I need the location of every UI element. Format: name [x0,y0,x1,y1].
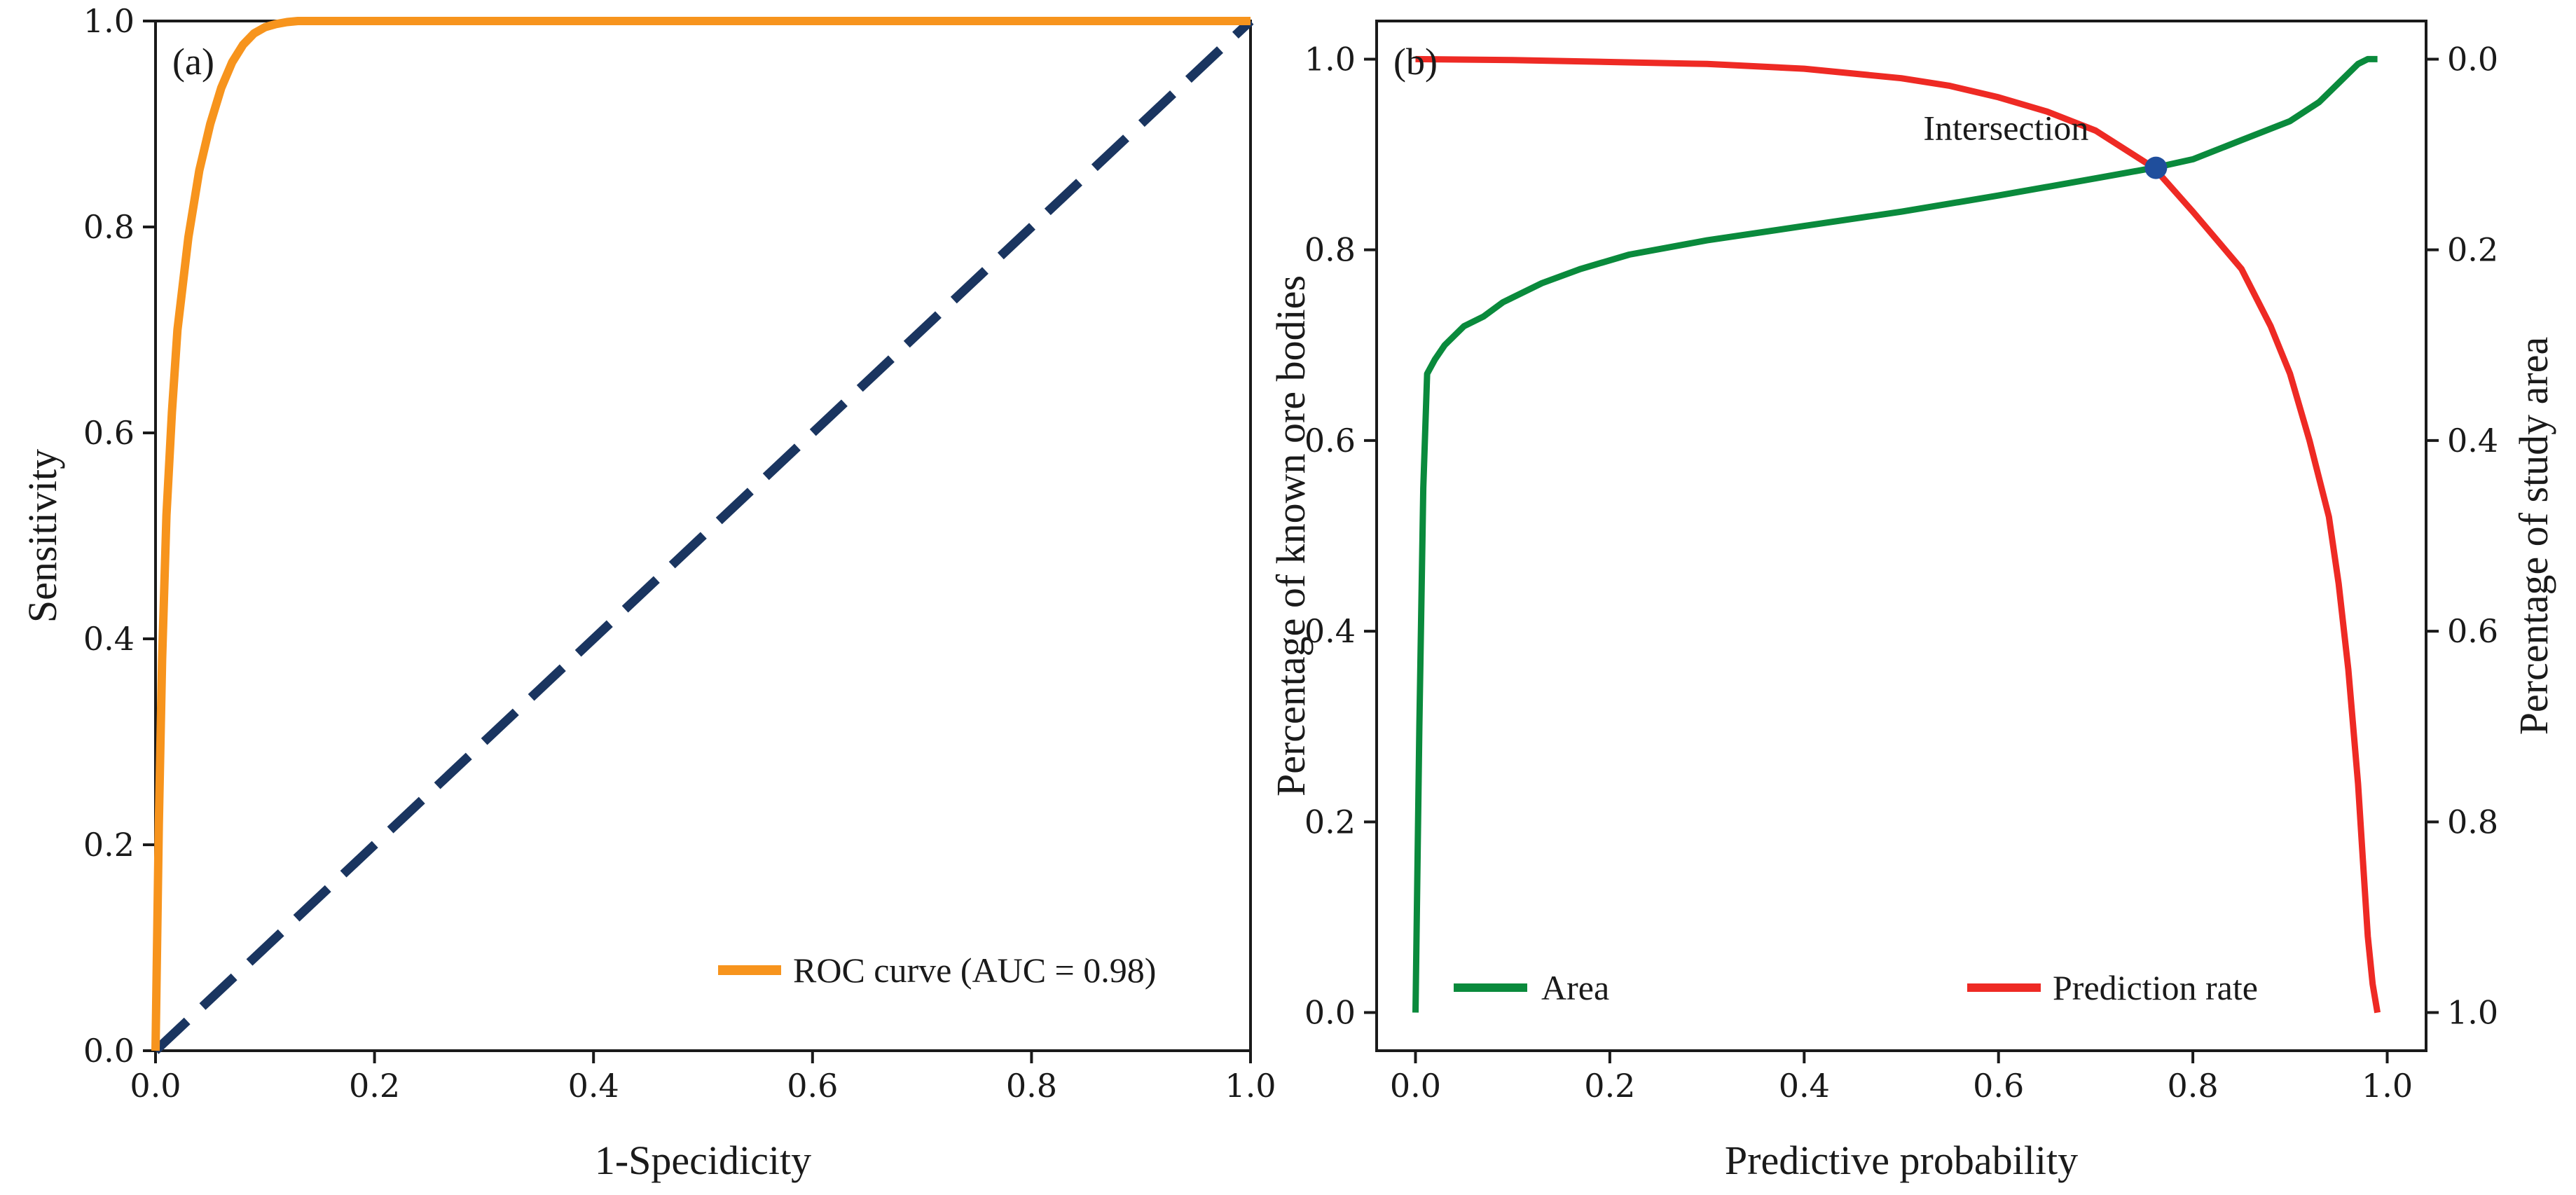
roc-x-tick-label: 0.0 [130,1067,181,1105]
pa-x-axis-title: Predictive probability [1725,1138,2078,1183]
roc-x-tick-label: 0.4 [568,1067,619,1105]
pa-right-y-tick-label: 1.0 [2447,994,2498,1032]
roc-y-tick-label: 1.0 [83,2,135,40]
chance-diagonal-line [152,18,1254,1054]
roc-x-tick-label: 0.6 [787,1067,838,1105]
roc-chart-panel: 0.0 0.2 0.4 0.6 0.8 1.0 0.0 0.2 0.4 0.6 0.8 1.0 (a… [20,2,1276,1183]
roc-x-ticks: 0.0 0.2 0.4 0.6 0.8 1.0 [130,1051,1276,1105]
pa-x-tick-label: 0.2 [1584,1067,1635,1105]
pa-series-group [1412,55,2381,1014]
pa-left-y-tick-label: 0.4 [1304,612,1356,650]
roc-series-group [151,17,1254,1054]
pa-x-tick-label: 0.6 [1973,1067,2024,1105]
roc-y-tick-label: 0.2 [83,826,135,864]
roc-y-axis-title: Sensitivity [20,449,65,623]
pa-right-y-ticks: 0.0 0.2 0.4 0.6 0.8 1.0 [2426,40,2498,1032]
roc-x-axis-title: 1-Specidicity [595,1138,811,1183]
roc-x-tick-label: 1.0 [1225,1067,1276,1105]
roc-y-tick-label: 0.0 [83,1032,135,1070]
pa-x-tick-label: 0.4 [1779,1067,1830,1105]
pa-right-y-axis-title: Percentage of study area [2511,337,2556,735]
roc-panel-label: (a) [172,41,214,83]
pa-left-y-ticks: 0.0 0.2 0.4 0.6 0.8 1.0 [1304,40,1377,1032]
pa-left-y-tick-label: 0.6 [1304,422,1356,460]
roc-legend-label: ROC curve (AUC = 0.98) [793,951,1156,990]
roc-y-tick-label: 0.8 [83,208,135,246]
roc-x-tick-label: 0.2 [349,1067,400,1105]
prediction-area-chart-panel: 0.0 0.2 0.4 0.6 0.8 1.0 0.0 0.2 0.4 0.6 0.8 1.0 0.… [1268,20,2556,1183]
roc-curve-line [151,17,1251,1051]
pa-x-tick-label: 0.8 [2168,1067,2219,1105]
pa-left-y-tick-label: 0.8 [1304,231,1356,269]
intersection-annotation: Intersection [1923,109,2088,148]
pa-right-y-tick-label: 0.8 [2447,803,2498,841]
pa-x-tick-label: 1.0 [2362,1067,2413,1105]
pa-right-y-tick-label: 0.0 [2447,40,2498,78]
pa-x-ticks: 0.0 0.2 0.4 0.6 0.8 1.0 [1390,1051,2413,1105]
pa-legend-label-area: Area [1541,968,1609,1007]
roc-y-ticks: 0.0 0.2 0.4 0.6 0.8 1.0 [83,2,156,1070]
roc-x-tick-label: 0.8 [1006,1067,1057,1105]
pa-left-y-tick-label: 1.0 [1304,40,1356,78]
pa-left-y-tick-label: 0.2 [1304,803,1356,841]
pa-plot-frame [1375,20,2427,1052]
pa-x-tick-label: 0.0 [1390,1067,1441,1105]
pa-left-y-tick-label: 0.0 [1304,994,1356,1032]
intersection-marker [2144,156,2168,179]
pa-panel-label: (b) [1393,41,1438,83]
pa-right-y-tick-label: 0.2 [2447,231,2498,269]
pa-right-y-tick-label: 0.4 [2447,422,2498,460]
roc-y-tick-label: 0.6 [83,414,135,452]
roc-y-tick-label: 0.4 [83,620,135,658]
roc-legend: ROC curve (AUC = 0.98) [718,951,1156,990]
pa-left-y-axis-title: Percentage of known ore bodies [1268,275,1314,796]
area-curve-line [1412,55,2378,1013]
pa-legend-label-prediction-rate: Prediction rate [2053,968,2258,1007]
pa-right-y-tick-label: 0.6 [2447,612,2498,650]
pa-legend: Area Prediction rate [1454,968,2258,1007]
prediction-rate-curve-line [1415,55,2381,1014]
